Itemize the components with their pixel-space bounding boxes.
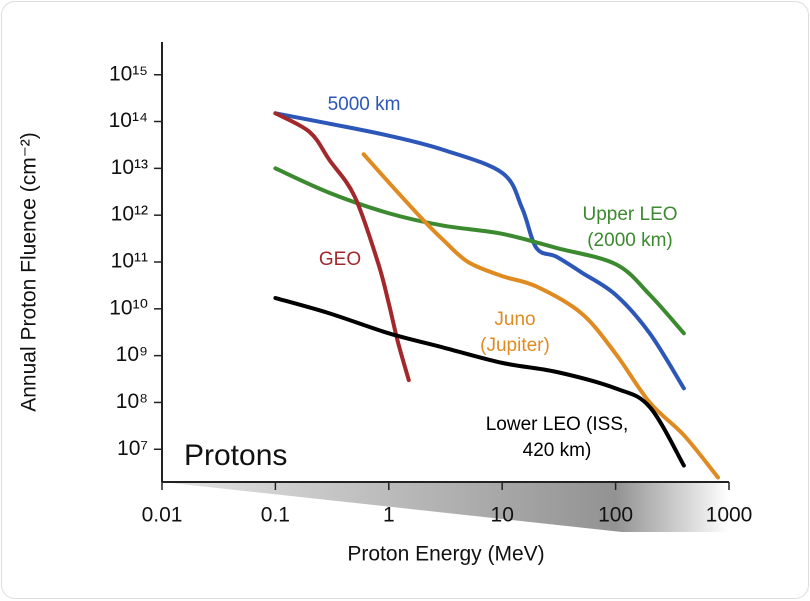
series-label: 5000 km xyxy=(327,94,401,115)
series-line xyxy=(361,152,721,480)
x-tick-label: 100 xyxy=(598,504,633,527)
series-line xyxy=(273,111,686,391)
y-tick-label: 10⁷ xyxy=(117,437,148,460)
y-tick-label: 10¹² xyxy=(111,203,148,226)
x-tick-label: 0.1 xyxy=(261,504,290,527)
y-tick-label: 10¹¹ xyxy=(111,250,148,273)
y-axis-label: Annual Proton Fluence (cm⁻²) xyxy=(18,132,41,412)
annotation: Protons xyxy=(184,439,287,472)
y-tick-label: 10¹³ xyxy=(111,156,148,179)
y-tick-label: 10⁸ xyxy=(116,390,148,413)
x-tick-label: 1000 xyxy=(706,504,753,527)
y-tick-label: 10⁹ xyxy=(116,343,148,366)
y-tick-label: 10¹⁴ xyxy=(109,109,148,132)
series-line xyxy=(273,296,686,468)
x-tick-label: 10 xyxy=(491,504,514,527)
series-label: Juno (Jupiter) xyxy=(480,309,550,356)
series-label: Lower LEO (ISS, 420 km) xyxy=(485,414,629,461)
series-label: GEO xyxy=(318,249,362,270)
y-tick-label: 10¹⁰ xyxy=(109,296,148,319)
x-axis-label: Proton Energy (MeV) xyxy=(347,543,544,566)
energy-wedge xyxy=(162,482,729,532)
y-tick-label: 10¹⁵ xyxy=(109,62,148,85)
series-label: Upper LEO (2000 km) xyxy=(582,204,678,251)
x-tick-label: 1 xyxy=(383,504,395,527)
x-tick-label: 0.01 xyxy=(142,504,183,527)
series-line xyxy=(273,166,686,336)
